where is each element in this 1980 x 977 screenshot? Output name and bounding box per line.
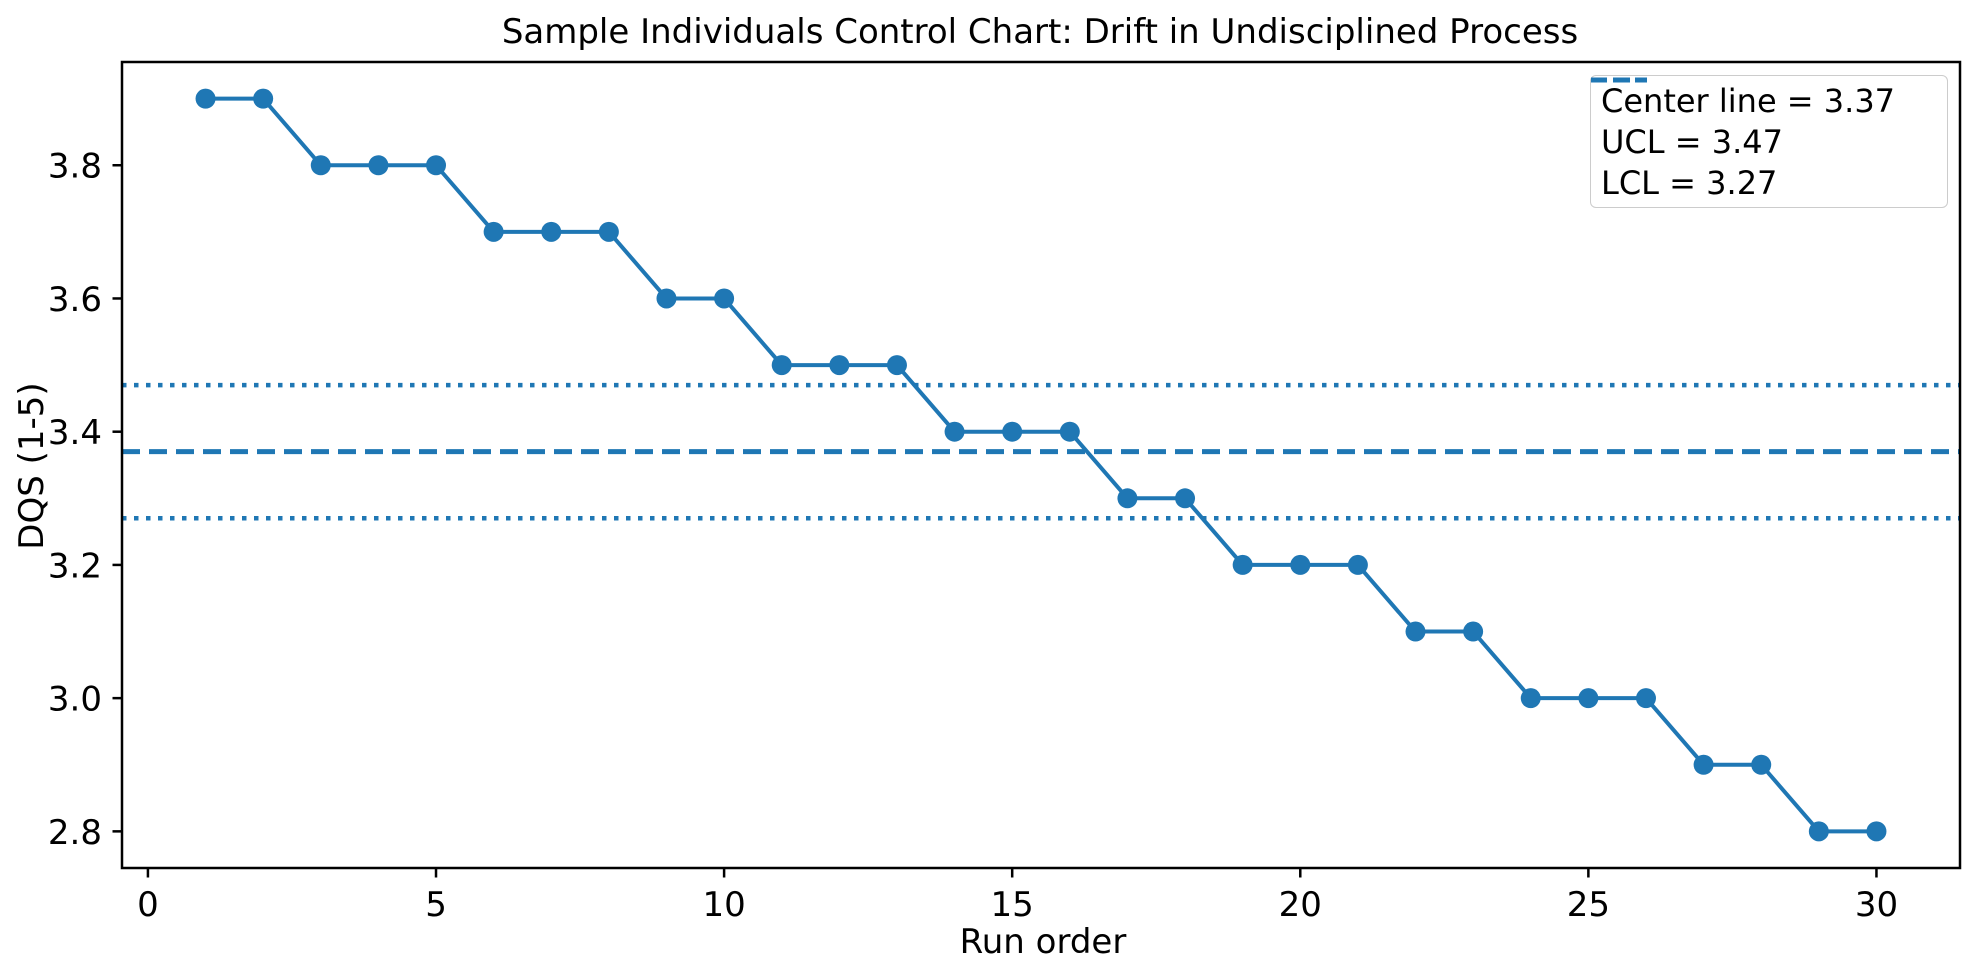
legend-label: UCL = 3.47 xyxy=(1601,122,1783,161)
data-point xyxy=(253,88,274,109)
data-point xyxy=(1866,821,1887,842)
y-tick-label: 3.4 xyxy=(48,413,102,453)
data-point xyxy=(1808,821,1829,842)
y-tick-label: 3.6 xyxy=(48,280,102,320)
y-tick-label: 2.8 xyxy=(48,813,102,853)
legend: Center line = 3.37 UCL = 3.47 LCL = 3.27 xyxy=(1590,75,1948,208)
dotted-line-sample-icon xyxy=(1591,77,1647,83)
data-point xyxy=(1117,488,1138,509)
data-point xyxy=(483,221,504,242)
x-tick-label: 10 xyxy=(702,885,745,925)
x-axis-label: Run order xyxy=(960,922,1127,962)
data-point xyxy=(368,155,389,176)
data-point xyxy=(944,421,965,442)
data-point xyxy=(1463,621,1484,642)
data-point xyxy=(1059,421,1080,442)
data-point xyxy=(1405,621,1426,642)
plot-border xyxy=(120,60,1962,870)
data-point xyxy=(771,355,792,376)
x-tick-label: 20 xyxy=(1279,885,1322,925)
y-tick-label: 3.0 xyxy=(48,680,102,720)
x-tick-label: 5 xyxy=(425,885,447,925)
data-point xyxy=(656,288,677,309)
axis-ticks: 0 5 10 15 20 25 30 2.8 3.0 3.2 3.4 3.6 3.8 xyxy=(48,147,1898,925)
data-point xyxy=(1175,488,1196,509)
data-point xyxy=(195,88,216,109)
legend-item: UCL = 3.47 xyxy=(1591,77,1937,162)
chart-title: Sample Individuals Control Chart: Drift … xyxy=(502,12,1578,52)
x-tick-label: 30 xyxy=(1855,885,1898,925)
legend-label: LCL = 3.27 xyxy=(1601,163,1778,202)
data-point xyxy=(886,355,907,376)
y-axis-label: DQS (1-5) xyxy=(12,382,52,549)
data-point xyxy=(1693,754,1714,775)
y-tick-label: 3.8 xyxy=(48,147,102,187)
y-tick-label: 3.2 xyxy=(48,546,102,586)
data-point xyxy=(829,355,850,376)
data-point xyxy=(1232,554,1253,575)
data-point xyxy=(1635,688,1656,709)
legend-item: LCL = 3.27 xyxy=(1591,77,1937,203)
control-limit-lines xyxy=(122,382,1960,521)
legend-label: Center line = 3.37 xyxy=(1601,81,1896,120)
data-point xyxy=(1290,554,1311,575)
data-point xyxy=(1751,754,1772,775)
data-point xyxy=(598,221,619,242)
data-point xyxy=(426,155,447,176)
data-point xyxy=(310,155,331,176)
x-tick-label: 15 xyxy=(991,885,1034,925)
data-series xyxy=(195,88,1887,842)
x-tick-label: 25 xyxy=(1567,885,1610,925)
series-line xyxy=(205,96,1877,834)
data-point xyxy=(1002,421,1023,442)
data-point xyxy=(1578,688,1599,709)
legend-item: Center line = 3.37 xyxy=(1591,77,1937,121)
data-point xyxy=(714,288,735,309)
data-point xyxy=(1520,688,1541,709)
x-tick-label: 0 xyxy=(137,885,159,925)
data-point xyxy=(541,221,562,242)
data-point xyxy=(1347,554,1368,575)
